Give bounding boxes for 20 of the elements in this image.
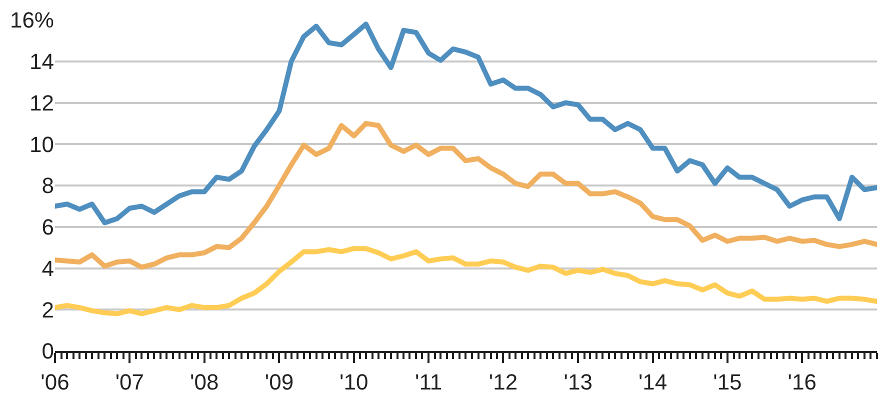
y-tick-label: 8 <box>42 173 54 198</box>
y-tick-label: 0 <box>42 338 54 364</box>
x-tick-label: '15 <box>713 369 742 394</box>
y-tick-label: 12 <box>30 90 54 116</box>
y-tick-label: 14 <box>30 49 54 74</box>
x-tick-label: '13 <box>564 369 592 394</box>
x-tick-label: '07 <box>115 369 144 394</box>
x-tick-label: '06 <box>40 369 70 394</box>
y-tick-label: 16% <box>10 8 54 33</box>
y-tick-label: 4 <box>42 256 54 281</box>
x-tick-label: '11 <box>415 369 442 394</box>
x-tick-label: '16 <box>788 369 816 394</box>
y-tick-label: 10 <box>30 132 54 157</box>
y-tick-label: 6 <box>42 214 54 240</box>
x-tick-label: '08 <box>190 369 219 394</box>
x-tick-label: '14 <box>638 369 668 394</box>
x-tick-label: '12 <box>488 369 518 394</box>
x-tick-label: '09 <box>264 369 294 394</box>
x-tick-label: '10 <box>340 369 368 394</box>
y-tick-label: 2 <box>42 297 54 322</box>
